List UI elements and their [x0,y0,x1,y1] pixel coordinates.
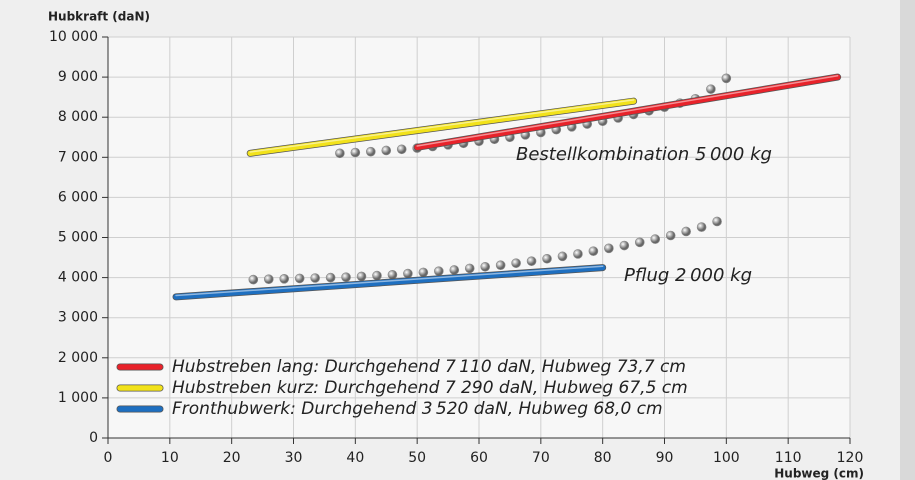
data-point [294,273,305,284]
annotation: Bestellkombination 5 000 kg [516,144,772,165]
data-point [526,256,537,266]
x-tick-label: 20 [223,450,241,466]
data-point [696,222,707,232]
x-tick-label: 10 [161,450,179,466]
data-point [310,273,320,283]
x-tick-label: 40 [346,450,364,466]
x-axis-label: Hubweg (cm) [774,467,864,480]
data-point [350,147,361,158]
data-point [381,145,392,156]
data-point [279,274,290,284]
x-tick-label: 70 [532,450,550,466]
y-tick-label: 7 000 [58,149,98,165]
data-point [542,253,552,264]
y-tick-label: 10 000 [49,29,98,45]
data-point [619,240,630,251]
x-tick-label: 50 [408,450,426,466]
data-point [396,144,407,155]
data-point [712,216,722,227]
data-point [721,73,732,84]
data-point [434,266,444,276]
y-tick-label: 6 000 [58,189,98,205]
line-shine [416,75,839,147]
legend-label: Hubstreben lang: Durchgehend 7 110 daN, … [172,357,686,377]
legend-label: Hubstreben kurz: Durchgehend 7 290 daN, … [172,378,688,398]
x-tick-label: 120 [837,450,864,466]
data-point [573,249,583,259]
y-tick-label: 0 [89,430,98,446]
data-point [681,226,691,237]
data-point [511,258,521,268]
data-point [665,230,676,241]
data-point [248,274,259,285]
series-line [413,73,842,151]
data-point [418,267,429,278]
data-point [365,146,376,157]
y-tick-label: 8 000 [58,109,98,125]
data-point [403,268,413,279]
data-point [372,270,382,281]
x-tick-label: 100 [713,450,740,466]
data-point [495,260,506,270]
data-point [341,272,351,282]
line-shine [249,99,635,153]
y-tick-label: 1 000 [58,390,98,406]
y-tick-label: 4 000 [58,270,98,286]
data-point [706,84,716,94]
data-point [557,251,568,262]
legend-label: Fronthubwerk: Durchgehend 3 520 daN, Hub… [172,399,663,419]
data-point [387,269,398,280]
x-tick-label: 30 [285,450,303,466]
line-core [173,264,606,300]
series-line [246,97,638,157]
data-point [588,246,599,256]
y-tick-label: 9 000 [58,69,98,85]
x-tick-label: 60 [470,450,488,466]
line-shine [175,265,604,297]
x-tick-label: 80 [594,450,612,466]
data-point [464,263,475,274]
y-tick-label: 3 000 [58,310,98,326]
data-point [356,271,367,282]
data-point [604,243,614,254]
x-tick-label: 90 [656,450,674,466]
y-axis-label: Hubkraft (daN) [48,10,150,24]
data-point [480,261,490,272]
data-point [325,272,336,283]
data-point [650,234,661,244]
line-core [414,74,841,151]
x-tick-label: 0 [104,450,113,466]
series-line [172,264,607,301]
y-tick-label: 5 000 [58,230,98,246]
data-point [335,148,345,159]
y-tick-label: 2 000 [58,350,98,366]
annotation: Pflug 2 000 kg [624,265,752,286]
data-point [634,237,645,248]
data-point [449,265,460,275]
x-tick-label: 110 [775,450,802,466]
side-strip [900,0,915,480]
line-core [247,98,637,157]
data-point [263,274,274,285]
